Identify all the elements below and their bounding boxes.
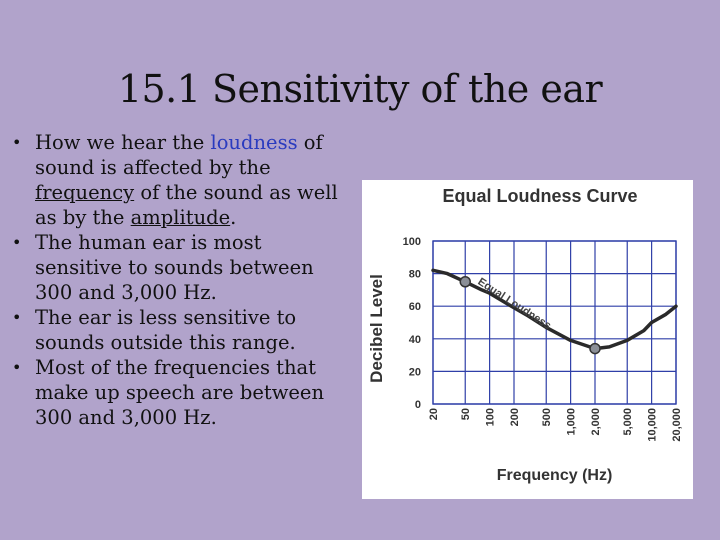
bullet-dot: • bbox=[12, 133, 22, 152]
bullet-item: • The ear is less sensitive to sounds out… bbox=[12, 305, 352, 355]
bullet-text: How we hear the bbox=[35, 131, 211, 154]
highlight-term: loudness bbox=[210, 131, 298, 154]
chart-title: Equal Loudness Curve bbox=[442, 186, 637, 206]
x-axis-label: Frequency (Hz) bbox=[497, 467, 613, 484]
x-tick-label: 200 bbox=[509, 408, 521, 426]
y-tick-label: 20 bbox=[409, 366, 421, 378]
bullet-dot: • bbox=[12, 233, 22, 252]
x-tick-label: 50 bbox=[460, 408, 472, 420]
chart-svg: Equal Loudness Curve 0 20 40 60 80 100 20 50 100 2… bbox=[367, 186, 683, 484]
x-tick-label: 100 bbox=[485, 408, 497, 426]
x-tick-label: 5,000 bbox=[622, 408, 634, 436]
bullet-text: Most of the frequencies that make up spe… bbox=[35, 356, 325, 429]
x-tick-label: 20,000 bbox=[671, 408, 683, 442]
equal-loudness-chart: Equal Loudness Curve 0 20 40 60 80 100 20 50 100 2… bbox=[362, 180, 693, 499]
data-point-marker bbox=[589, 342, 601, 355]
bullet-text: . bbox=[230, 206, 237, 229]
y-axis-label: Decibel Level bbox=[367, 274, 386, 383]
y-tick-label: 0 bbox=[415, 399, 421, 411]
y-tick-label: 80 bbox=[409, 269, 421, 281]
x-tick-label: 20 bbox=[428, 408, 440, 420]
bullet-text: The ear is less sensitive to sounds outs… bbox=[35, 306, 297, 354]
bullet-text: The human ear is most sensitive to sound… bbox=[35, 231, 314, 304]
bullet-item: • Most of the frequencies that make up sp… bbox=[12, 355, 352, 430]
loudness-curve bbox=[431, 268, 678, 351]
underlined-term: amplitude bbox=[130, 206, 231, 229]
x-tick-label: 1,000 bbox=[566, 408, 578, 436]
plot-border bbox=[432, 240, 677, 405]
bullet-list: • How we hear the loudness of sound is af… bbox=[12, 130, 352, 430]
underlined-term: frequency bbox=[35, 181, 135, 204]
bullet-item: • The human ear is most sensitive to soun… bbox=[12, 230, 352, 305]
x-tick-label: 500 bbox=[541, 408, 553, 426]
slide-title: 15.1 Sensitivity of the ear bbox=[117, 67, 603, 112]
y-tick-label: 60 bbox=[409, 301, 421, 313]
y-tick-label: 40 bbox=[409, 334, 421, 346]
bullet-dot: • bbox=[12, 308, 22, 327]
data-point-marker bbox=[459, 276, 471, 288]
x-tick-label: 10,000 bbox=[647, 408, 659, 442]
bullet-text: of the sound as well as by the bbox=[35, 181, 338, 229]
y-tick-label: 100 bbox=[403, 236, 421, 248]
x-tick-label: 2,000 bbox=[590, 408, 602, 436]
bullet-dot: • bbox=[12, 358, 22, 377]
bullet-item: • How we hear the loudness of sound is af… bbox=[12, 130, 352, 230]
bullet-text: of sound is affected by the bbox=[35, 131, 323, 179]
